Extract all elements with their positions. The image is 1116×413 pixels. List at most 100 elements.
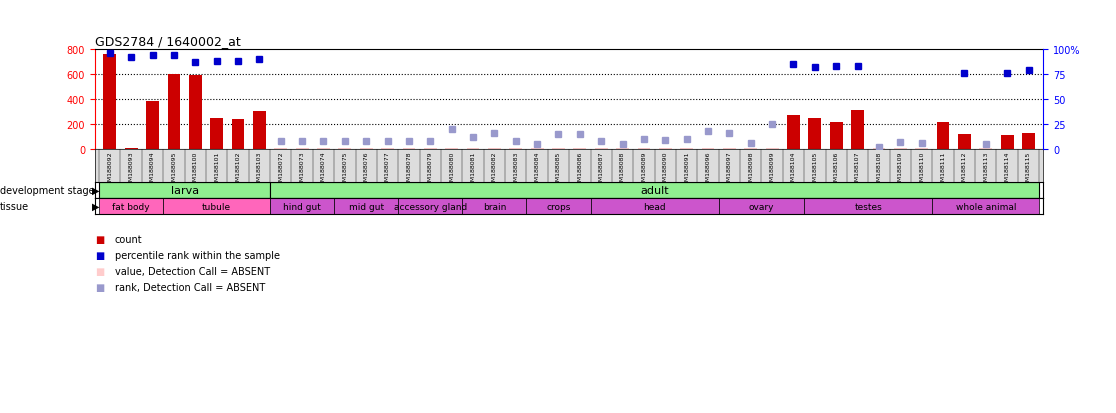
- Bar: [681, 148, 693, 150]
- Bar: [163, 198, 270, 215]
- Bar: [808, 119, 821, 150]
- Text: GSM188107: GSM188107: [855, 151, 860, 188]
- Text: GSM188095: GSM188095: [172, 151, 176, 188]
- Bar: [99, 182, 270, 198]
- Text: crops: crops: [547, 202, 570, 211]
- Text: ■: ■: [95, 235, 104, 244]
- Bar: [590, 198, 719, 215]
- Bar: [424, 148, 436, 150]
- Text: GSM188082: GSM188082: [492, 151, 497, 188]
- Bar: [104, 55, 116, 150]
- Bar: [531, 148, 543, 150]
- Bar: [253, 112, 266, 150]
- Bar: [616, 148, 629, 150]
- Text: head: head: [643, 202, 666, 211]
- Text: GSM188108: GSM188108: [876, 151, 882, 188]
- Bar: [637, 148, 651, 150]
- Text: GSM188079: GSM188079: [427, 151, 433, 189]
- Bar: [873, 148, 885, 150]
- Text: GSM188086: GSM188086: [577, 151, 583, 188]
- Bar: [574, 148, 586, 150]
- Text: GSM188090: GSM188090: [663, 151, 667, 188]
- Text: GSM188109: GSM188109: [897, 151, 903, 188]
- Bar: [317, 148, 330, 150]
- Bar: [167, 74, 181, 150]
- Text: GSM188077: GSM188077: [385, 151, 391, 189]
- Text: GSM188105: GSM188105: [812, 151, 817, 188]
- Text: GSM188088: GSM188088: [620, 151, 625, 188]
- Text: GSM188112: GSM188112: [962, 151, 966, 188]
- Bar: [915, 148, 929, 150]
- Text: testes: testes: [855, 202, 882, 211]
- Text: GSM188083: GSM188083: [513, 151, 518, 188]
- Text: ■: ■: [95, 266, 104, 276]
- Text: GSM188078: GSM188078: [406, 151, 412, 188]
- Bar: [210, 119, 223, 150]
- Bar: [787, 116, 800, 150]
- Bar: [658, 148, 672, 150]
- Text: GSM188094: GSM188094: [150, 151, 155, 189]
- Text: larva: larva: [171, 185, 199, 195]
- Text: mid gut: mid gut: [348, 202, 384, 211]
- Text: GSM188115: GSM188115: [1026, 151, 1031, 188]
- Bar: [932, 198, 1039, 215]
- Bar: [270, 182, 1039, 198]
- Bar: [334, 198, 398, 215]
- Bar: [99, 198, 163, 215]
- Bar: [488, 148, 501, 150]
- Bar: [958, 135, 971, 150]
- Text: GSM188081: GSM188081: [471, 151, 475, 188]
- Bar: [723, 148, 735, 150]
- Bar: [766, 148, 779, 150]
- Bar: [403, 148, 415, 150]
- Bar: [805, 198, 932, 215]
- Text: GSM188097: GSM188097: [727, 151, 732, 189]
- Text: ■: ■: [95, 282, 104, 292]
- Text: GSM188073: GSM188073: [299, 151, 305, 189]
- Text: GSM188114: GSM188114: [1004, 151, 1010, 188]
- Text: GSM188076: GSM188076: [364, 151, 368, 188]
- Bar: [146, 101, 158, 150]
- Text: tubule: tubule: [202, 202, 231, 211]
- Bar: [830, 123, 843, 150]
- Bar: [462, 198, 527, 215]
- Text: GSM188106: GSM188106: [834, 151, 839, 188]
- Bar: [359, 148, 373, 150]
- Bar: [1022, 133, 1035, 150]
- Text: brain: brain: [483, 202, 506, 211]
- Text: GSM188096: GSM188096: [705, 151, 711, 188]
- Bar: [382, 148, 394, 150]
- Text: GDS2784 / 1640002_at: GDS2784 / 1640002_at: [95, 36, 241, 48]
- Text: accessory gland: accessory gland: [394, 202, 466, 211]
- Bar: [445, 148, 458, 150]
- Text: fat body: fat body: [113, 202, 150, 211]
- Text: ▶: ▶: [92, 185, 99, 195]
- Text: GSM188074: GSM188074: [321, 151, 326, 189]
- Bar: [702, 148, 714, 150]
- Text: GSM188093: GSM188093: [128, 151, 134, 189]
- Bar: [527, 198, 590, 215]
- Text: GSM188104: GSM188104: [791, 151, 796, 188]
- Text: value, Detection Call = ABSENT: value, Detection Call = ABSENT: [115, 266, 270, 276]
- Text: ■: ■: [95, 250, 104, 260]
- Text: GSM188113: GSM188113: [983, 151, 989, 188]
- Bar: [189, 76, 202, 150]
- Bar: [595, 148, 607, 150]
- Text: GSM188089: GSM188089: [642, 151, 646, 188]
- Text: GSM188075: GSM188075: [343, 151, 347, 188]
- Bar: [296, 148, 308, 150]
- Text: GSM188102: GSM188102: [235, 151, 241, 188]
- Text: GSM188101: GSM188101: [214, 151, 219, 188]
- Text: count: count: [115, 235, 143, 244]
- Text: GSM188103: GSM188103: [257, 151, 262, 188]
- Text: GSM188100: GSM188100: [193, 151, 198, 188]
- Bar: [509, 148, 522, 150]
- Bar: [125, 148, 137, 150]
- Text: tissue: tissue: [0, 202, 29, 211]
- Bar: [1001, 136, 1013, 150]
- Text: GSM188099: GSM188099: [770, 151, 775, 189]
- Text: GSM188087: GSM188087: [598, 151, 604, 188]
- Text: rank, Detection Call = ABSENT: rank, Detection Call = ABSENT: [115, 282, 266, 292]
- Text: GSM188085: GSM188085: [556, 151, 561, 188]
- Text: GSM188091: GSM188091: [684, 151, 690, 188]
